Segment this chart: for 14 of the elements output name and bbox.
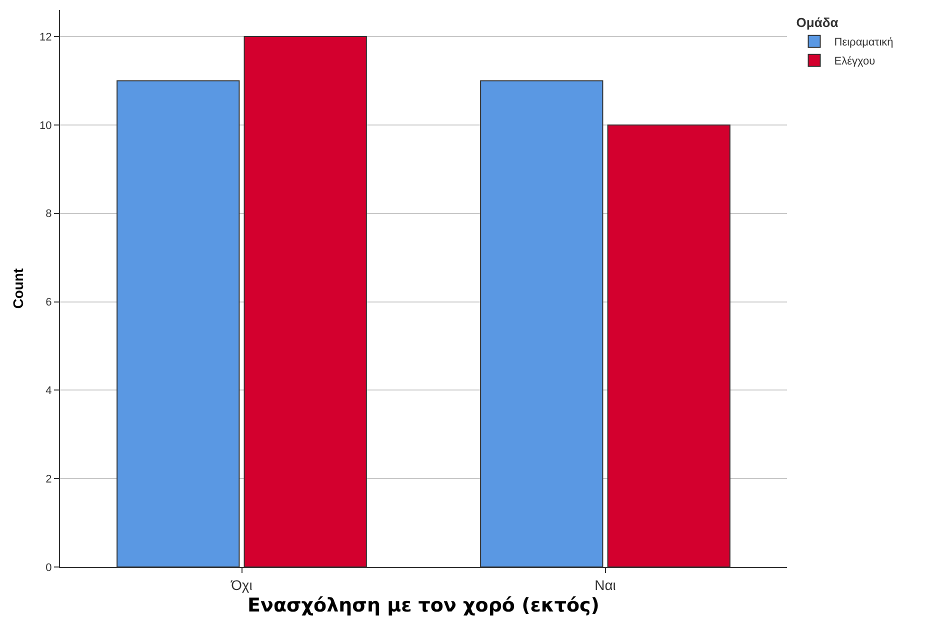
x-axis-title: Ενασχόληση με τον χορό (εκτός) [248, 594, 600, 617]
y-tick-label: 8 [46, 208, 52, 220]
legend-title: Ομάδα [796, 14, 838, 30]
y-axis-title: Count [10, 268, 26, 309]
y-tick-label: 10 [40, 120, 52, 132]
legend-label: Πειραματική [834, 36, 894, 49]
y-tick-label: 12 [40, 31, 52, 44]
y-tick-label: 0 [46, 562, 52, 574]
y-tick-label: 2 [46, 473, 52, 486]
x-tick-label: Όχι [230, 576, 252, 593]
y-tick-label: 4 [46, 385, 52, 398]
x-tick-label: Ναι [594, 576, 616, 593]
legend-label: Ελέγχου [834, 56, 876, 68]
y-tick-label: 6 [46, 296, 52, 309]
